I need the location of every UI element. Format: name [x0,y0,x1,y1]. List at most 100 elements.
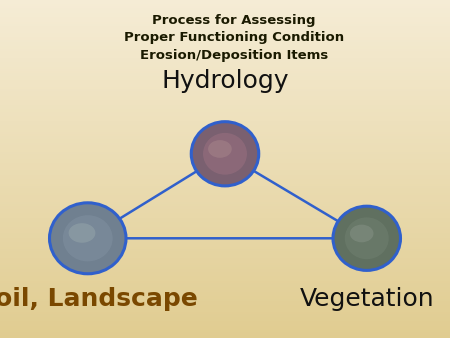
Ellipse shape [63,215,112,261]
Bar [0,286,450,288]
Bar [0,23,450,25]
Bar [0,144,450,146]
Bar [0,2,450,4]
Bar [0,86,450,88]
Bar [0,225,450,227]
Bar [0,54,450,56]
Text: Vegetation: Vegetation [299,287,434,311]
Bar [0,113,450,115]
Bar [0,153,450,155]
Bar [0,27,450,29]
Bar [0,101,450,104]
Bar [0,334,450,336]
Ellipse shape [208,140,232,158]
Bar [0,180,450,183]
Bar [0,20,450,23]
Bar [0,133,450,135]
Bar [0,58,450,61]
Bar [0,282,450,284]
Bar [0,291,450,293]
Bar [0,119,450,122]
Bar [0,293,450,295]
Bar [0,31,450,34]
Bar [0,318,450,320]
Bar [0,104,450,106]
Bar [0,212,450,214]
Bar [0,90,450,92]
Ellipse shape [68,223,95,243]
Bar [0,29,450,31]
Bar [0,88,450,90]
Bar [0,230,450,232]
Bar [0,205,450,207]
Bar [0,83,450,86]
Ellipse shape [345,217,389,259]
Ellipse shape [191,122,259,186]
Bar [0,266,450,268]
Bar [0,183,450,185]
Bar [0,227,450,230]
Bar [0,160,450,162]
Bar [0,138,450,140]
Bar [0,56,450,58]
Bar [0,16,450,18]
Text: Soil, Landscape: Soil, Landscape [0,287,198,311]
Bar [0,307,450,309]
Bar [0,108,450,111]
Bar [0,300,450,302]
Bar [0,304,450,307]
Bar [0,97,450,99]
Bar [0,288,450,291]
Bar [0,162,450,165]
Bar [0,135,450,138]
Bar [0,295,450,297]
Bar [0,158,450,160]
Bar [0,331,450,334]
Bar [0,329,450,331]
Bar [0,111,450,113]
Bar [0,327,450,329]
Bar [0,257,450,259]
Bar [0,4,450,7]
Ellipse shape [50,203,126,274]
Text: Hydrology: Hydrology [161,69,289,93]
Bar [0,155,450,158]
Bar [0,178,450,180]
Bar [0,61,450,63]
Bar [0,259,450,261]
Bar [0,151,450,153]
Bar [0,117,450,119]
Bar [0,7,450,9]
Bar [0,169,450,171]
Bar [0,122,450,124]
Bar [0,185,450,187]
Bar [0,43,450,45]
Bar [0,270,450,273]
Bar [0,77,450,79]
Bar [0,128,450,131]
Bar [0,203,450,205]
Bar [0,196,450,198]
Bar [0,115,450,117]
Bar [0,322,450,324]
Bar [0,250,450,252]
Bar [0,171,450,173]
Bar [0,264,450,266]
Bar [0,315,450,318]
Bar [0,63,450,65]
Bar [0,336,450,338]
Bar [0,248,450,250]
Bar [0,47,450,50]
Bar [0,11,450,14]
Bar [0,165,450,167]
Bar [0,216,450,219]
Bar [0,311,450,313]
Bar [0,313,450,315]
Bar [0,9,450,11]
Bar [0,273,450,275]
Bar [0,324,450,327]
Bar [0,221,450,223]
Bar [0,146,450,149]
Bar [0,232,450,234]
Bar [0,176,450,178]
